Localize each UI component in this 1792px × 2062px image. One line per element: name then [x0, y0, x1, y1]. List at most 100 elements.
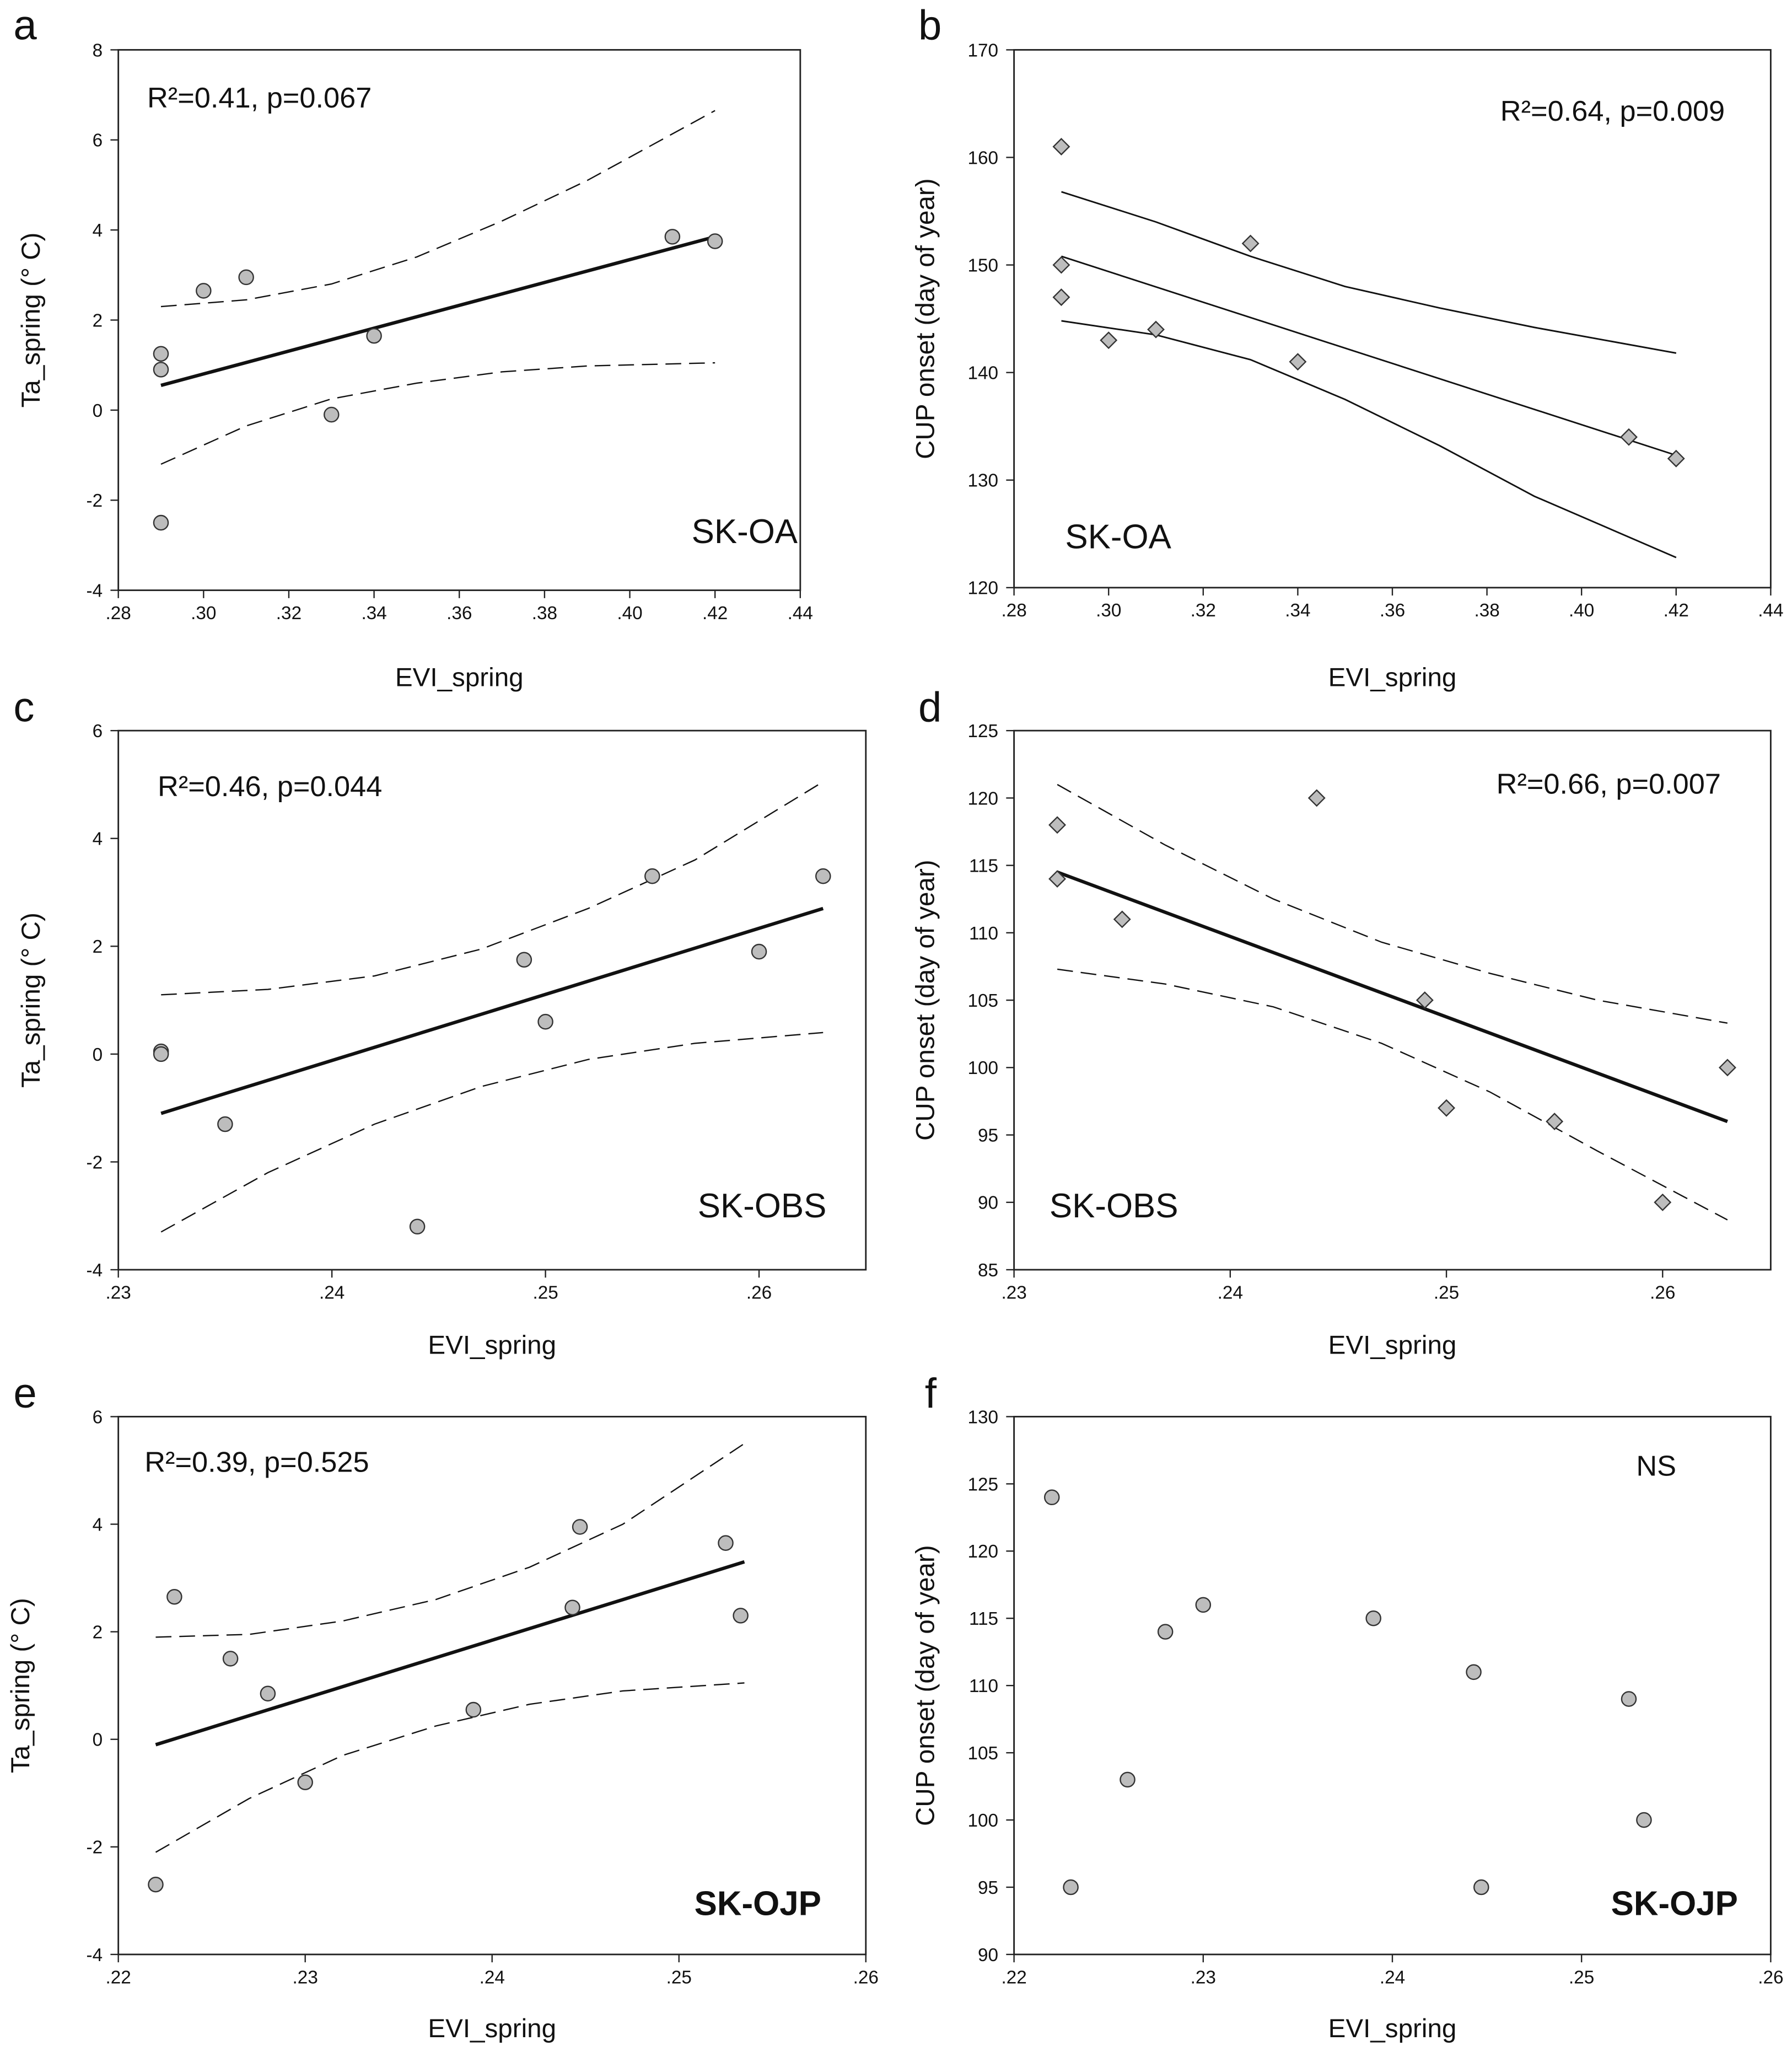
y-tick-label: 4 — [93, 221, 103, 241]
x-tick-label: .26 — [1650, 1282, 1675, 1303]
data-point — [222, 1651, 239, 1667]
data-point — [1052, 256, 1070, 274]
plot-frame — [117, 49, 801, 592]
data-point — [751, 943, 767, 960]
site-label: SK-OA — [692, 513, 798, 551]
regression-line — [160, 906, 824, 1115]
x-tick-label: .22 — [1001, 1967, 1026, 1988]
data-point — [1621, 1691, 1637, 1707]
data-point — [1048, 816, 1067, 834]
x-tick-label: .26 — [853, 1967, 879, 1988]
data-point — [1100, 331, 1118, 350]
data-point — [1120, 1771, 1136, 1788]
y-tick-label: 2 — [93, 1623, 103, 1643]
x-tick-label: .30 — [191, 603, 216, 624]
y-tick-label: 100 — [968, 1811, 999, 1831]
x-tick-label: .26 — [746, 1282, 772, 1303]
x-tick-label: .26 — [1758, 1967, 1783, 1988]
data-point — [1052, 288, 1070, 307]
y-tick-label: 0 — [93, 1045, 103, 1065]
data-point — [465, 1701, 482, 1718]
site-label: SK-OA — [1065, 518, 1171, 556]
data-point — [733, 1608, 749, 1624]
y-tick-label: 8 — [93, 40, 103, 61]
x-tick-label: .28 — [1001, 600, 1026, 621]
plot-frame — [1013, 49, 1772, 589]
y-tick-label: 125 — [968, 1474, 999, 1495]
x-tick-label: .34 — [1285, 600, 1310, 621]
x-axis-label: EVI_spring — [428, 1330, 556, 1360]
y-tick-label: 150 — [968, 255, 999, 276]
data-point — [153, 1046, 169, 1062]
y-tick-label: 90 — [978, 1193, 998, 1213]
x-tick-label: .24 — [1380, 1967, 1405, 1988]
x-tick-label: .38 — [1474, 600, 1499, 621]
ci-upper-line — [160, 110, 715, 308]
ci-lower-line — [160, 1032, 824, 1233]
y-tick-label: 120 — [968, 1542, 999, 1562]
panel-letter: e — [13, 1370, 36, 1417]
data-point — [238, 269, 254, 286]
y-tick-label: 90 — [978, 1945, 998, 1966]
x-tick-label: .30 — [1096, 600, 1121, 621]
regression-line — [1057, 870, 1728, 1124]
ci-upper-line — [155, 1443, 745, 1638]
panel-d: .23 .24 .25 .26 85 90 95 100 105 110 115 120 125 d R²=… — [911, 684, 1772, 1360]
data-point — [1654, 1193, 1672, 1211]
y-tick-label: 120 — [968, 578, 999, 599]
x-tick-label: .23 — [1191, 1967, 1216, 1988]
plot-frame — [117, 729, 867, 1271]
y-tick-label: 125 — [968, 721, 999, 742]
y-tick-label: 130 — [968, 471, 999, 491]
x-axis-label: EVI_spring — [428, 2014, 556, 2043]
ci-upper-line — [1057, 783, 1728, 1024]
y-tick-label: 120 — [968, 788, 999, 809]
y-tick-label: 6 — [93, 721, 103, 742]
plot-frame — [117, 1416, 867, 1956]
y-tick-label: 110 — [969, 923, 998, 944]
data-point — [153, 514, 169, 531]
x-tick-label: .22 — [106, 1967, 131, 1988]
data-point — [537, 1013, 553, 1030]
data-point — [217, 1116, 233, 1132]
data-point — [196, 283, 212, 299]
y-tick-label: 4 — [93, 1515, 103, 1535]
panel-b: .28 .30 .32 .34 .36 .38 .40 .42 .44 120 130 140 150 1… — [911, 2, 1783, 692]
data-point — [1636, 1812, 1652, 1828]
panel-a: .28 .30 .32 .34 .36 .38 .40 .42 .44 -4 -2 0 2 4 6 8 a R²=… — [13, 2, 813, 692]
panel-c: .23 .24 .25 .26 -4 -2 0 2 4 6 c R²=0.46, p=0.044 SK-… — [13, 684, 867, 1360]
x-tick-label: .24 — [319, 1282, 345, 1303]
data-point — [1667, 449, 1685, 468]
x-tick-label: .34 — [361, 603, 386, 624]
panel-letter: a — [13, 2, 37, 49]
data-point — [1147, 320, 1165, 339]
y-tick-label: -2 — [87, 1152, 103, 1173]
y-tick-label: 105 — [968, 991, 999, 1011]
data-point — [1043, 1489, 1060, 1506]
data-point — [1307, 789, 1326, 807]
y-tick-label: -2 — [87, 1838, 103, 1858]
x-tick-label: .36 — [1380, 600, 1405, 621]
panel-letter: c — [13, 684, 34, 731]
y-tick-label: 0 — [93, 401, 103, 421]
y-axis-label: Ta_spring (° C) — [17, 233, 46, 408]
y-tick-label: 115 — [969, 856, 998, 877]
y-tick-label: 85 — [978, 1260, 998, 1281]
data-point — [1241, 234, 1260, 253]
y-axis-label: CUP onset (day of year) — [911, 1545, 940, 1825]
y-tick-label: 6 — [93, 131, 103, 151]
data-point — [1195, 1597, 1212, 1613]
x-tick-label: .25 — [666, 1967, 692, 1988]
data-point — [1466, 1664, 1482, 1680]
ci-upper-line — [161, 781, 824, 996]
y-tick-label: 95 — [978, 1878, 998, 1898]
data-point — [1438, 1099, 1456, 1117]
x-tick-label: .24 — [1218, 1282, 1243, 1303]
x-tick-label: .42 — [1664, 600, 1689, 621]
x-tick-label: .28 — [106, 603, 131, 624]
stat-annotation: NS — [1636, 1451, 1676, 1483]
y-tick-label: 115 — [969, 1609, 998, 1629]
data-point — [1473, 1879, 1489, 1895]
x-tick-label: .25 — [1569, 1967, 1594, 1988]
